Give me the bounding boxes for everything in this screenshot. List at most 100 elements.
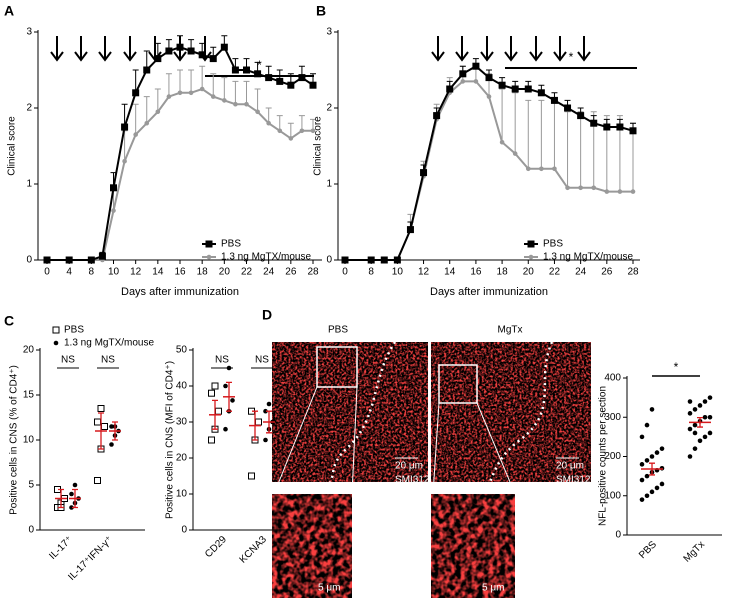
y-tick-label: 20 [23, 345, 35, 356]
stain-label: SMI312 [556, 475, 591, 486]
y-tick-label: 30 [176, 417, 188, 428]
data-point [702, 399, 708, 404]
data-point [110, 184, 117, 192]
panel-label: D [262, 307, 272, 323]
sem-bar [226, 381, 232, 412]
error-bar [577, 111, 584, 188]
data-point [299, 128, 305, 134]
data-point [276, 77, 284, 85]
zoom-box [316, 346, 358, 388]
y-axis-label: NFL-positive counts per section [598, 386, 609, 526]
data-point [433, 112, 441, 120]
data-point [616, 123, 624, 131]
data-point [288, 136, 294, 141]
y-tick-label: 10 [176, 489, 188, 500]
x-tick-label: 16 [470, 267, 482, 278]
data-point [143, 66, 151, 74]
data-point [460, 79, 466, 84]
series-line [345, 64, 634, 261]
y-tick-label: 1 [26, 179, 32, 190]
error-bar [154, 88, 161, 112]
data-point [707, 414, 713, 420]
legend-label: 1.3 ng MgTX/mouse [64, 338, 154, 349]
x-tick-label: 16 [174, 267, 186, 278]
data-point [199, 86, 205, 92]
y-tick-label: 0 [615, 530, 621, 541]
arrow [431, 36, 445, 62]
y-tick-label: 3 [326, 27, 332, 38]
sem-bar [112, 421, 118, 441]
data-point [687, 426, 693, 432]
error-bar [525, 99, 532, 169]
error-bar [276, 115, 283, 131]
x-tick-label: 0 [342, 267, 348, 278]
arrow [123, 36, 137, 62]
legend-marker [206, 254, 212, 260]
y-tick-label: 300 [604, 412, 621, 423]
data-point [277, 128, 283, 134]
sem-bar [697, 416, 703, 428]
data-point [367, 256, 375, 264]
data-point [209, 55, 217, 63]
data-point [233, 101, 238, 107]
data-point [644, 493, 650, 499]
arrow [529, 36, 543, 62]
ns-label: NS [255, 355, 269, 366]
y-tick-label: 2 [26, 103, 32, 114]
error-bar [132, 103, 139, 135]
error-bar [298, 115, 305, 131]
data-point [155, 109, 161, 115]
data-point [537, 89, 545, 97]
y-tick-label: 1 [326, 179, 332, 190]
data-point [97, 405, 105, 412]
data-point [223, 426, 228, 432]
x-tick-label: 26 [285, 267, 297, 278]
data-point [473, 79, 479, 84]
error-bar [177, 69, 183, 93]
legend-marker [205, 240, 213, 248]
error-bar [265, 107, 272, 124]
data-point [230, 398, 235, 403]
x-axis-label: Days after immunization [121, 286, 239, 298]
y-tick-label: 200 [604, 451, 621, 462]
error-bar [188, 69, 195, 93]
data-point [223, 383, 228, 389]
data-point [265, 74, 273, 82]
data-point [617, 189, 623, 194]
legend-marker [528, 254, 534, 260]
data-point [101, 423, 108, 430]
data-point [133, 132, 138, 137]
data-point [144, 120, 150, 126]
image-label: MgTx [498, 325, 523, 336]
x-tick-label: 8 [368, 267, 374, 278]
data-point [692, 422, 698, 428]
error-bar [121, 103, 128, 127]
data-point [697, 403, 703, 408]
data-point [226, 365, 232, 371]
data-point [644, 422, 650, 428]
y-tick-label: 400 [604, 373, 621, 384]
y-axis-label: Positive cells in CNS (MFI of CD4⁺) [165, 361, 176, 519]
y-tick-label: 5 [28, 480, 34, 491]
image-label: PBS [328, 325, 348, 336]
data-point [564, 104, 572, 112]
image-texture [272, 494, 352, 598]
data-point [154, 55, 162, 63]
data-point [215, 407, 222, 415]
data-point [176, 43, 184, 51]
data-point [210, 94, 216, 99]
data-point [659, 465, 665, 471]
x-axis-label: Days after immunization [430, 286, 548, 298]
y-axis-label: Clinical score [7, 116, 18, 176]
data-point [654, 485, 660, 491]
panel-label: A [4, 3, 14, 19]
y-tick-label: 40 [176, 381, 188, 392]
x-tick-label: 22 [549, 267, 561, 278]
data-point [525, 166, 531, 172]
legend-marker [527, 240, 535, 248]
data-point [512, 151, 518, 156]
data-point [43, 256, 51, 264]
y-tick-label: 0 [28, 525, 34, 536]
error-bar [551, 99, 558, 169]
